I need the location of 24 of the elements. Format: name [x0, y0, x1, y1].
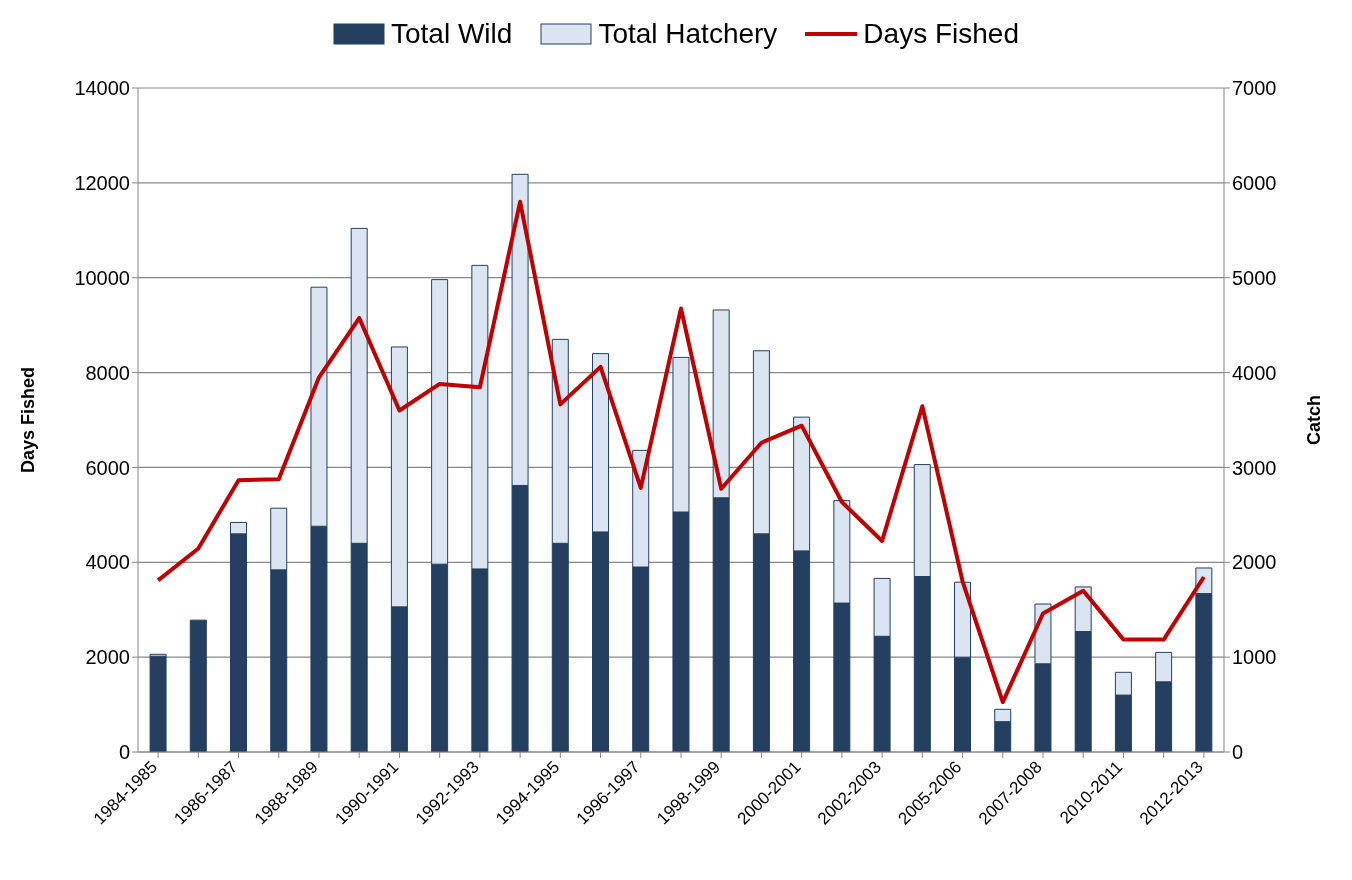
legend-label: Total Hatchery	[598, 18, 778, 50]
line-series	[156, 199, 1206, 705]
legend-label: Total Wild	[391, 18, 513, 50]
y2-tick-label: 6000	[1232, 171, 1277, 194]
y2-tick-label: 7000	[1232, 77, 1277, 100]
bar	[189, 619, 207, 752]
y2-tick-label: 1000	[1232, 646, 1277, 669]
y-tick-label: 6000	[85, 456, 130, 479]
y2-tick-label: 5000	[1232, 266, 1277, 289]
y-tick-label: 8000	[85, 361, 130, 384]
y-tick-label: 0	[118, 741, 130, 764]
y-tick-label: 4000	[85, 551, 130, 574]
y2-tick-label: 4000	[1232, 361, 1277, 384]
y-tick-label: 2000	[85, 646, 130, 669]
bar	[149, 655, 167, 752]
y-axis-title: Days Fished	[18, 366, 39, 474]
y2-tick-label: 2000	[1232, 551, 1277, 574]
y2-axis-title: Catch	[1304, 394, 1325, 446]
y-tick-label: 10000	[74, 266, 130, 289]
y2-tick-label: 3000	[1232, 456, 1277, 479]
y-tick-label: 14000	[74, 77, 130, 100]
legend-label: Days Fished	[863, 18, 1019, 50]
y2-tick-label: 0	[1232, 741, 1244, 764]
y-tick-label: 12000	[74, 171, 130, 194]
